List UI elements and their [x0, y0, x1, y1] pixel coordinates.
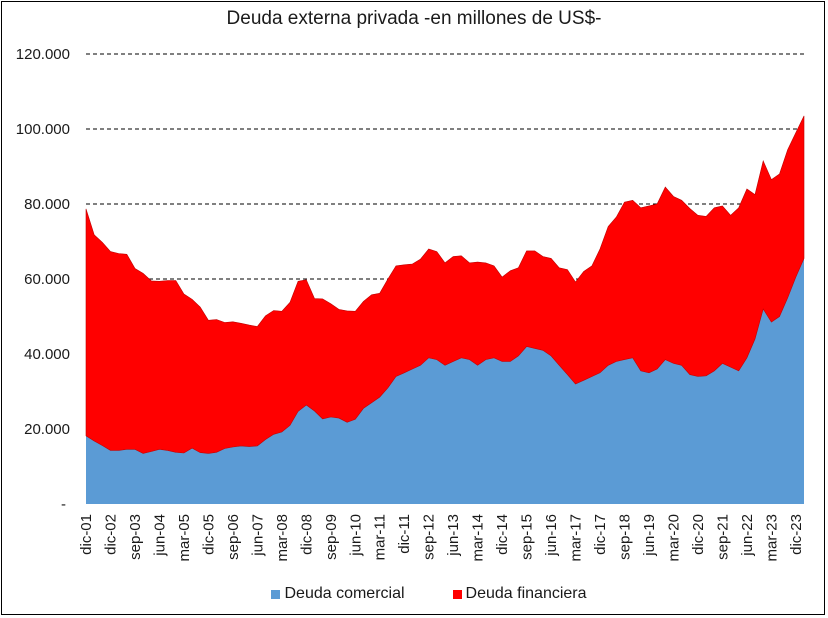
x-tick-label: dic-05 — [200, 514, 217, 555]
legend-label-financiera: Deuda financiera — [465, 585, 587, 602]
x-tick-label: sep-15 — [519, 514, 536, 560]
legend-swatch-comercial — [271, 589, 281, 599]
x-tick-label: mar-11 — [372, 514, 389, 560]
area-deuda-comercial — [86, 258, 804, 504]
x-tick-label: dic-01 — [78, 514, 95, 555]
x-tick-label: dic-02 — [102, 514, 119, 555]
x-tick-label: jun-04 — [151, 514, 168, 557]
x-tick-label: sep-09 — [323, 514, 340, 560]
y-tick-label: 100.000 — [16, 121, 70, 138]
x-tick-label: dic-20 — [690, 514, 707, 555]
y-tick-label: 120.000 — [16, 46, 70, 63]
y-tick-label: 60.000 — [24, 271, 70, 288]
chart-title: Deuda externa privada -en millones de US… — [226, 8, 602, 29]
x-tick-label: sep-21 — [714, 514, 731, 560]
x-tick-label: dic-17 — [592, 514, 609, 555]
area-deuda-financiera — [85, 115, 805, 454]
x-tick-label: jun-13 — [445, 514, 462, 557]
x-axis-ticks: dic-01 dic-02 sep-03 jun-04 mar-05 dic-05 sep-… — [78, 514, 805, 562]
y-tick-label: - — [61, 496, 66, 513]
x-tick-label: sep-03 — [127, 514, 144, 560]
y-axis-ticks: - 20.000 40.000 60.000 80.000 100.000 120.000 — [16, 46, 70, 513]
x-tick-label: dic-08 — [298, 514, 315, 555]
x-tick-label: mar-20 — [665, 514, 682, 562]
legend: Deuda comercial Deuda financiera — [0, 585, 828, 603]
y-tick-label: 40.000 — [24, 346, 70, 363]
x-tick-label: jun-10 — [347, 514, 364, 557]
x-tick-label: mar-14 — [470, 514, 487, 562]
x-tick-label: dic-14 — [494, 514, 511, 555]
x-tick-label: jun-16 — [543, 514, 560, 557]
x-tick-label: jun-07 — [249, 514, 266, 557]
legend-item-financiera: Deuda financiera — [452, 585, 587, 603]
y-tick-label: 20.000 — [24, 421, 70, 438]
legend-swatch-financiera — [452, 589, 462, 599]
x-tick-label: mar-08 — [274, 514, 291, 562]
x-tick-label: dic-23 — [788, 514, 805, 555]
legend-item-comercial: Deuda comercial — [271, 585, 405, 603]
x-tick-label: sep-12 — [421, 514, 438, 560]
x-tick-label: jun-19 — [641, 514, 658, 557]
x-tick-label: mar-17 — [568, 514, 585, 562]
series-areas — [85, 115, 805, 504]
x-tick-label: mar-05 — [176, 514, 193, 562]
x-tick-label: mar-23 — [763, 514, 780, 562]
x-tick-label: dic-11 — [396, 514, 413, 554]
x-tick-label: sep-06 — [225, 514, 242, 560]
legend-label-comercial: Deuda comercial — [284, 585, 405, 602]
x-tick-label: jun-22 — [739, 514, 756, 557]
x-tick-label: sep-18 — [617, 514, 634, 560]
y-tick-label: 80.000 — [24, 196, 70, 213]
